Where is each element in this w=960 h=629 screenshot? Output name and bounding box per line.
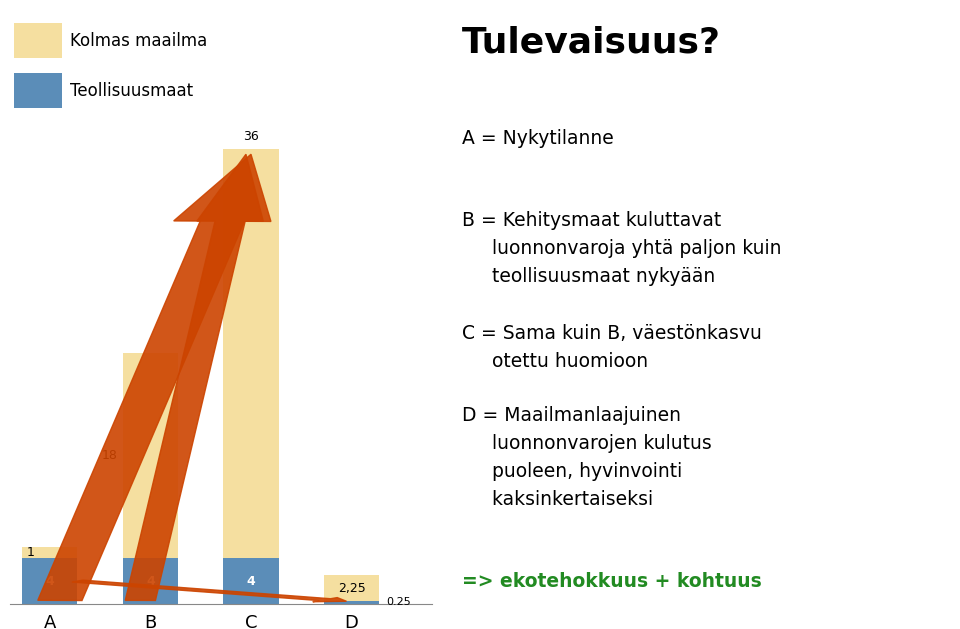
Text: 36: 36 [243,130,259,143]
Text: 4: 4 [146,574,155,587]
Bar [22,559,78,604]
Text: 0.25: 0.25 [386,598,411,608]
Text: Tulevaisuus?: Tulevaisuus? [463,25,721,59]
Text: 2,25: 2,25 [338,582,366,594]
Bar [324,576,379,601]
Bar [224,148,278,559]
Bar [123,559,178,604]
Bar [123,353,178,559]
Text: B = Kehitysmaat kuluttavat
     luonnonvaroja yhtä paljon kuin
     teollisuusma: B = Kehitysmaat kuluttavat luonnonvaroja… [463,211,781,286]
Text: C = Sama kuin B, väestönkasvu
     otettu huomioon: C = Sama kuin B, väestönkasvu otettu huo… [463,324,762,371]
Text: Teollisuusmaat: Teollisuusmaat [70,82,193,100]
Bar [13,23,62,58]
Bar [224,559,278,604]
Text: 4: 4 [45,574,54,587]
Polygon shape [37,154,271,601]
Bar [324,601,379,604]
Text: 4: 4 [247,574,255,587]
Bar [13,73,62,108]
Text: => ekotehokkuus + kohtuus: => ekotehokkuus + kohtuus [463,572,762,591]
Text: A = Nykytilanne: A = Nykytilanne [463,129,614,148]
Text: 1: 1 [27,546,35,559]
Polygon shape [72,580,347,602]
Bar [22,547,78,559]
Text: Kolmas maailma: Kolmas maailma [70,31,207,50]
Text: 18: 18 [102,449,118,462]
Text: D = Maailmanlaajuinen
     luonnonvarojen kulutus
     puoleen, hyvinvointi
    : D = Maailmanlaajuinen luonnonvarojen kul… [463,406,712,509]
Polygon shape [125,154,263,601]
